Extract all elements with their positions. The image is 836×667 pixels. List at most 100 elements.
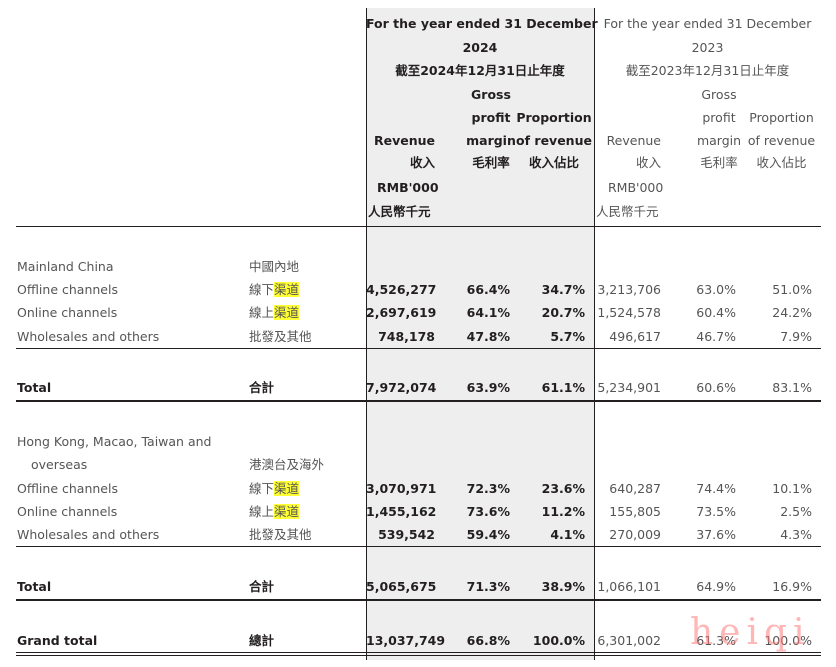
row-label-en: Wholesales and others [17,329,160,344]
cell-revenue-2023: 1,066,101 [597,579,661,594]
header-2024-revenue-cn: 收入 [409,155,435,170]
cell-margin-2024: 59.4% [466,527,510,542]
header-2023-period-en: For the year ended 31 December [603,16,812,31]
header-2023-unit-cn: 人民幣千元 [596,204,659,219]
highlighted-text: 渠道 [274,282,300,297]
section-title-mainland-en: Mainland China [17,259,114,274]
row-label-cn: 線上渠道 [249,305,300,321]
cell-proportion-2024: 61.1% [541,380,585,395]
cell-proportion-2023: 24.2% [772,305,812,320]
cell-revenue-2023: 270,009 [609,527,661,542]
header-2023-year: 2023 [691,40,724,55]
row-label-cn: 批發及其他 [249,329,312,344]
cell-revenue-2024: 539,542 [378,527,435,542]
grand-total-label-cn: 總計 [249,633,275,648]
header-2024-proportion: Proportion [516,110,592,125]
total-label-cn: 合計 [249,579,275,594]
row-label-en: Wholesales and others [17,527,160,542]
header-2024-margin-en: margin [466,133,516,148]
cell-proportion-2024: 100.0% [532,633,585,648]
header-2024-margin-cn: 毛利率 [472,155,510,170]
header-2023-gross: Gross [701,87,737,102]
header-2023-unit-en: RMB'000 [608,180,664,195]
header-2024-period-en: For the year ended 31 December [366,16,598,31]
cell-proportion-2024: 20.7% [541,305,585,320]
row-label-en: Offline channels [17,481,118,496]
section-title-mainland-cn: 中國內地 [249,259,300,274]
cell-proportion-2023: 100.0% [764,633,812,648]
header-2024-gross: Gross [471,87,511,102]
total-label-en: Total [17,380,52,395]
grand-total-rule-2 [16,655,821,656]
highlighted-text: 渠道 [274,305,300,320]
row-label-en: Offline channels [17,282,118,297]
cell-proportion-2023: 4.3% [780,527,812,542]
cell-proportion-2023: 7.9% [780,329,812,344]
cell-proportion-2023: 83.1% [772,380,812,395]
cell-revenue-2024: 748,178 [378,329,435,344]
header-2024-period-cn: 截至2024年12月31日止年度 [395,63,565,78]
cell-revenue-2023: 5,234,901 [597,380,661,395]
cell-margin-2023: 46.7% [696,329,736,344]
cell-proportion-2024: 5.7% [550,329,585,344]
cell-revenue-2024: 13,037,749 [366,633,446,648]
row-label-cn-prefix: 線上 [249,504,275,519]
row-label-cn: 線下渠道 [249,481,300,497]
cell-proportion-2023: 51.0% [772,282,812,297]
total-label-cn: 合計 [249,380,275,395]
shade-right-border [594,8,595,660]
cell-revenue-2024: 4,526,277 [366,282,437,297]
overseas-subtotal-rule [16,546,821,547]
cell-proportion-2023: 10.1% [772,481,812,496]
mainland-subtotal-rule [16,348,821,349]
shade-left-border [366,8,367,660]
row-label-cn-prefix: 線下 [249,481,275,496]
header-2023-period-cn: 截至2023年12月31日止年度 [625,63,790,78]
cell-margin-2024: 72.3% [466,481,510,496]
cell-proportion-2024: 38.9% [541,579,585,594]
row-label-cn: 線下渠道 [249,282,300,298]
header-2024-revenue-en: Revenue [373,133,435,148]
header-2023-of-revenue-en: of revenue [747,133,816,148]
cell-margin-2024: 64.1% [466,305,510,320]
section-title-overseas-cn: 港澳台及海外 [249,457,325,472]
row-label-cn-prefix: 線下 [249,282,275,297]
cell-revenue-2023: 155,805 [609,504,661,519]
cell-margin-2024: 73.6% [466,504,510,519]
header-2023-profit: profit [702,110,736,125]
cell-margin-2024: 66.4% [466,282,510,297]
cell-revenue-2023: 6,301,002 [597,633,661,648]
cell-revenue-2023: 3,213,706 [597,282,661,297]
header-2023-margin-en: margin [696,133,742,148]
highlighted-text: 渠道 [274,504,300,519]
cell-margin-2024: 47.8% [466,329,510,344]
header-bottom-rule [16,226,821,227]
header-2024-unit-en: RMB'000 [377,180,439,195]
cell-margin-2023: 74.4% [696,481,736,496]
highlighted-text: 渠道 [274,481,300,496]
header-2024-proportion-cn: 收入佔比 [528,155,579,170]
row-label-en: Online channels [17,305,118,320]
overseas-total-rule [16,599,821,601]
grand-total-label-en: Grand total [17,633,98,648]
total-label-en: Total [17,579,52,594]
cell-margin-2023: 73.5% [696,504,736,519]
cell-proportion-2024: 34.7% [541,282,585,297]
cell-margin-2023: 37.6% [696,527,736,542]
cell-margin-2023: 60.4% [696,305,736,320]
section-title-overseas-en-line1: Hong Kong, Macao, Taiwan and [17,434,212,449]
cell-proportion-2024: 11.2% [541,504,585,519]
header-2023-revenue-cn: 收入 [635,155,661,170]
cell-margin-2023: 64.9% [696,579,736,594]
header-2023-proportion: Proportion [749,110,814,125]
header-2024-year: 2024 [462,40,498,55]
cell-margin-2023: 63.0% [696,282,736,297]
header-2024-of-revenue-en: of revenue [516,133,592,148]
grand-total-rule-1 [16,652,821,653]
cell-proportion-2024: 4.1% [550,527,585,542]
header-2024-unit-cn: 人民幣千元 [368,204,431,219]
cell-proportion-2024: 23.6% [541,481,585,496]
cell-revenue-2024: 3,070,971 [366,481,437,496]
cell-margin-2023: 60.6% [696,380,736,395]
row-label-cn: 線上渠道 [249,504,300,520]
